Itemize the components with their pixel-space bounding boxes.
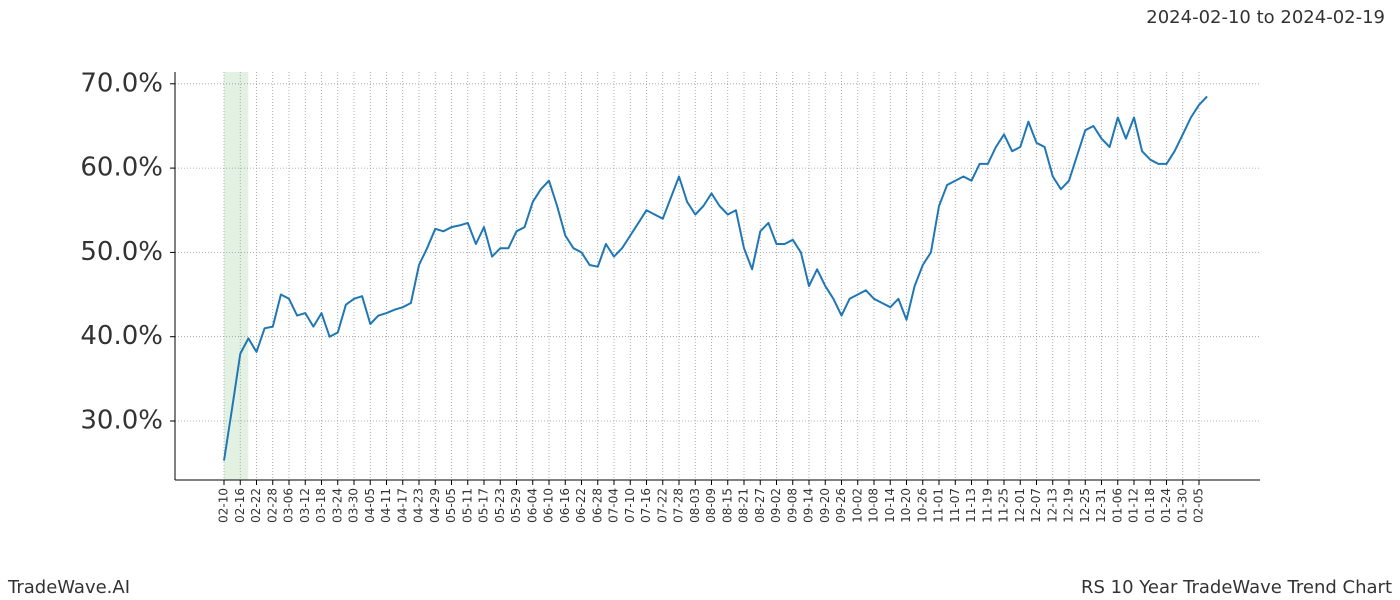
x-tick-label: 07-04 [607, 488, 621, 523]
x-tick-label: 04-29 [428, 488, 442, 523]
x-tick-label: 10-14 [883, 488, 897, 523]
y-tick-label: 40.0% [80, 321, 163, 351]
x-tick-label: 09-08 [785, 488, 799, 523]
x-tick-label: 07-22 [655, 488, 669, 523]
x-tick-label: 10-20 [899, 488, 913, 523]
x-tick-label: 10-26 [915, 488, 929, 523]
x-tick-label: 12-01 [1013, 488, 1027, 523]
trend-line [223, 95, 1208, 461]
footer-left: TradeWave.AI [7, 577, 130, 598]
x-tick-label: 09-14 [802, 488, 816, 523]
y-tick-label: 30.0% [80, 405, 163, 435]
x-tick-label: 01-12 [1127, 488, 1141, 523]
x-tick-label: 06-16 [558, 488, 572, 523]
x-tick-label: 05-17 [477, 488, 491, 523]
x-tick-label: 08-03 [688, 488, 702, 523]
highlight-band [224, 72, 249, 480]
x-tick-label: 04-17 [395, 488, 409, 523]
x-tick-label: 09-02 [769, 488, 783, 523]
y-tick-label: 50.0% [80, 237, 163, 267]
x-tick-label: 03-24 [330, 488, 344, 523]
x-tick-label: 09-26 [834, 488, 848, 523]
x-tick-label: 06-22 [574, 488, 588, 523]
x-tick-label: 02-16 [233, 488, 247, 523]
x-tick-label: 06-10 [542, 488, 556, 523]
x-tick-label: 07-16 [639, 488, 653, 523]
x-tick-label: 05-23 [493, 488, 507, 523]
x-tick-label: 08-15 [720, 488, 734, 523]
footer-right: RS 10 Year TradeWave Trend Chart [1081, 577, 1392, 598]
x-tick-label: 06-28 [590, 488, 604, 523]
x-tick-label: 01-30 [1175, 488, 1189, 523]
x-tick-label: 11-13 [964, 488, 978, 523]
x-tick-label: 09-20 [818, 488, 832, 523]
x-tick-label: 11-25 [997, 488, 1011, 523]
x-tick-label: 12-13 [1045, 488, 1059, 523]
x-tick-label: 12-07 [1029, 488, 1043, 523]
x-tick-label: 08-21 [737, 488, 751, 523]
x-tick-label: 03-06 [282, 488, 296, 523]
x-tick-label: 06-04 [525, 488, 539, 523]
x-tick-label: 03-12 [298, 488, 312, 523]
y-tick-label: 70.0% [80, 68, 163, 98]
x-tick-label: 05-29 [509, 488, 523, 523]
x-tick-label: 10-02 [850, 488, 864, 523]
x-tick-label: 05-05 [444, 488, 458, 523]
chart-subtitle: 2024-02-10 to 2024-02-19 [1146, 7, 1385, 28]
y-tick-label: 60.0% [80, 153, 163, 183]
x-tick-label: 12-31 [1094, 488, 1108, 523]
x-tick-label: 01-18 [1143, 488, 1157, 523]
x-tick-label: 01-24 [1159, 488, 1173, 523]
x-tick-label: 11-01 [932, 488, 946, 523]
x-tick-label: 02-10 [217, 488, 231, 523]
x-tick-label: 11-07 [948, 488, 962, 523]
x-tick-label: 04-11 [379, 488, 393, 523]
x-tick-label: 05-11 [460, 488, 474, 523]
x-tick-label: 01-06 [1110, 488, 1124, 523]
x-tick-label: 08-09 [704, 488, 718, 523]
x-tick-label: 02-05 [1192, 488, 1206, 523]
x-tick-label: 02-22 [249, 488, 263, 523]
x-tick-label: 12-19 [1062, 488, 1076, 523]
x-tick-label: 04-23 [412, 488, 426, 523]
x-tick-label: 08-27 [753, 488, 767, 523]
x-tick-label: 02-28 [265, 488, 279, 523]
x-tick-label: 04-05 [363, 488, 377, 523]
x-tick-label: 03-18 [314, 488, 328, 523]
x-tick-label: 12-25 [1078, 488, 1092, 523]
x-tick-label: 03-30 [347, 488, 361, 523]
x-tick-label: 07-10 [623, 488, 637, 523]
x-tick-label: 10-08 [867, 488, 881, 523]
x-tick-label: 07-28 [672, 488, 686, 523]
x-tick-label: 11-19 [980, 488, 994, 523]
